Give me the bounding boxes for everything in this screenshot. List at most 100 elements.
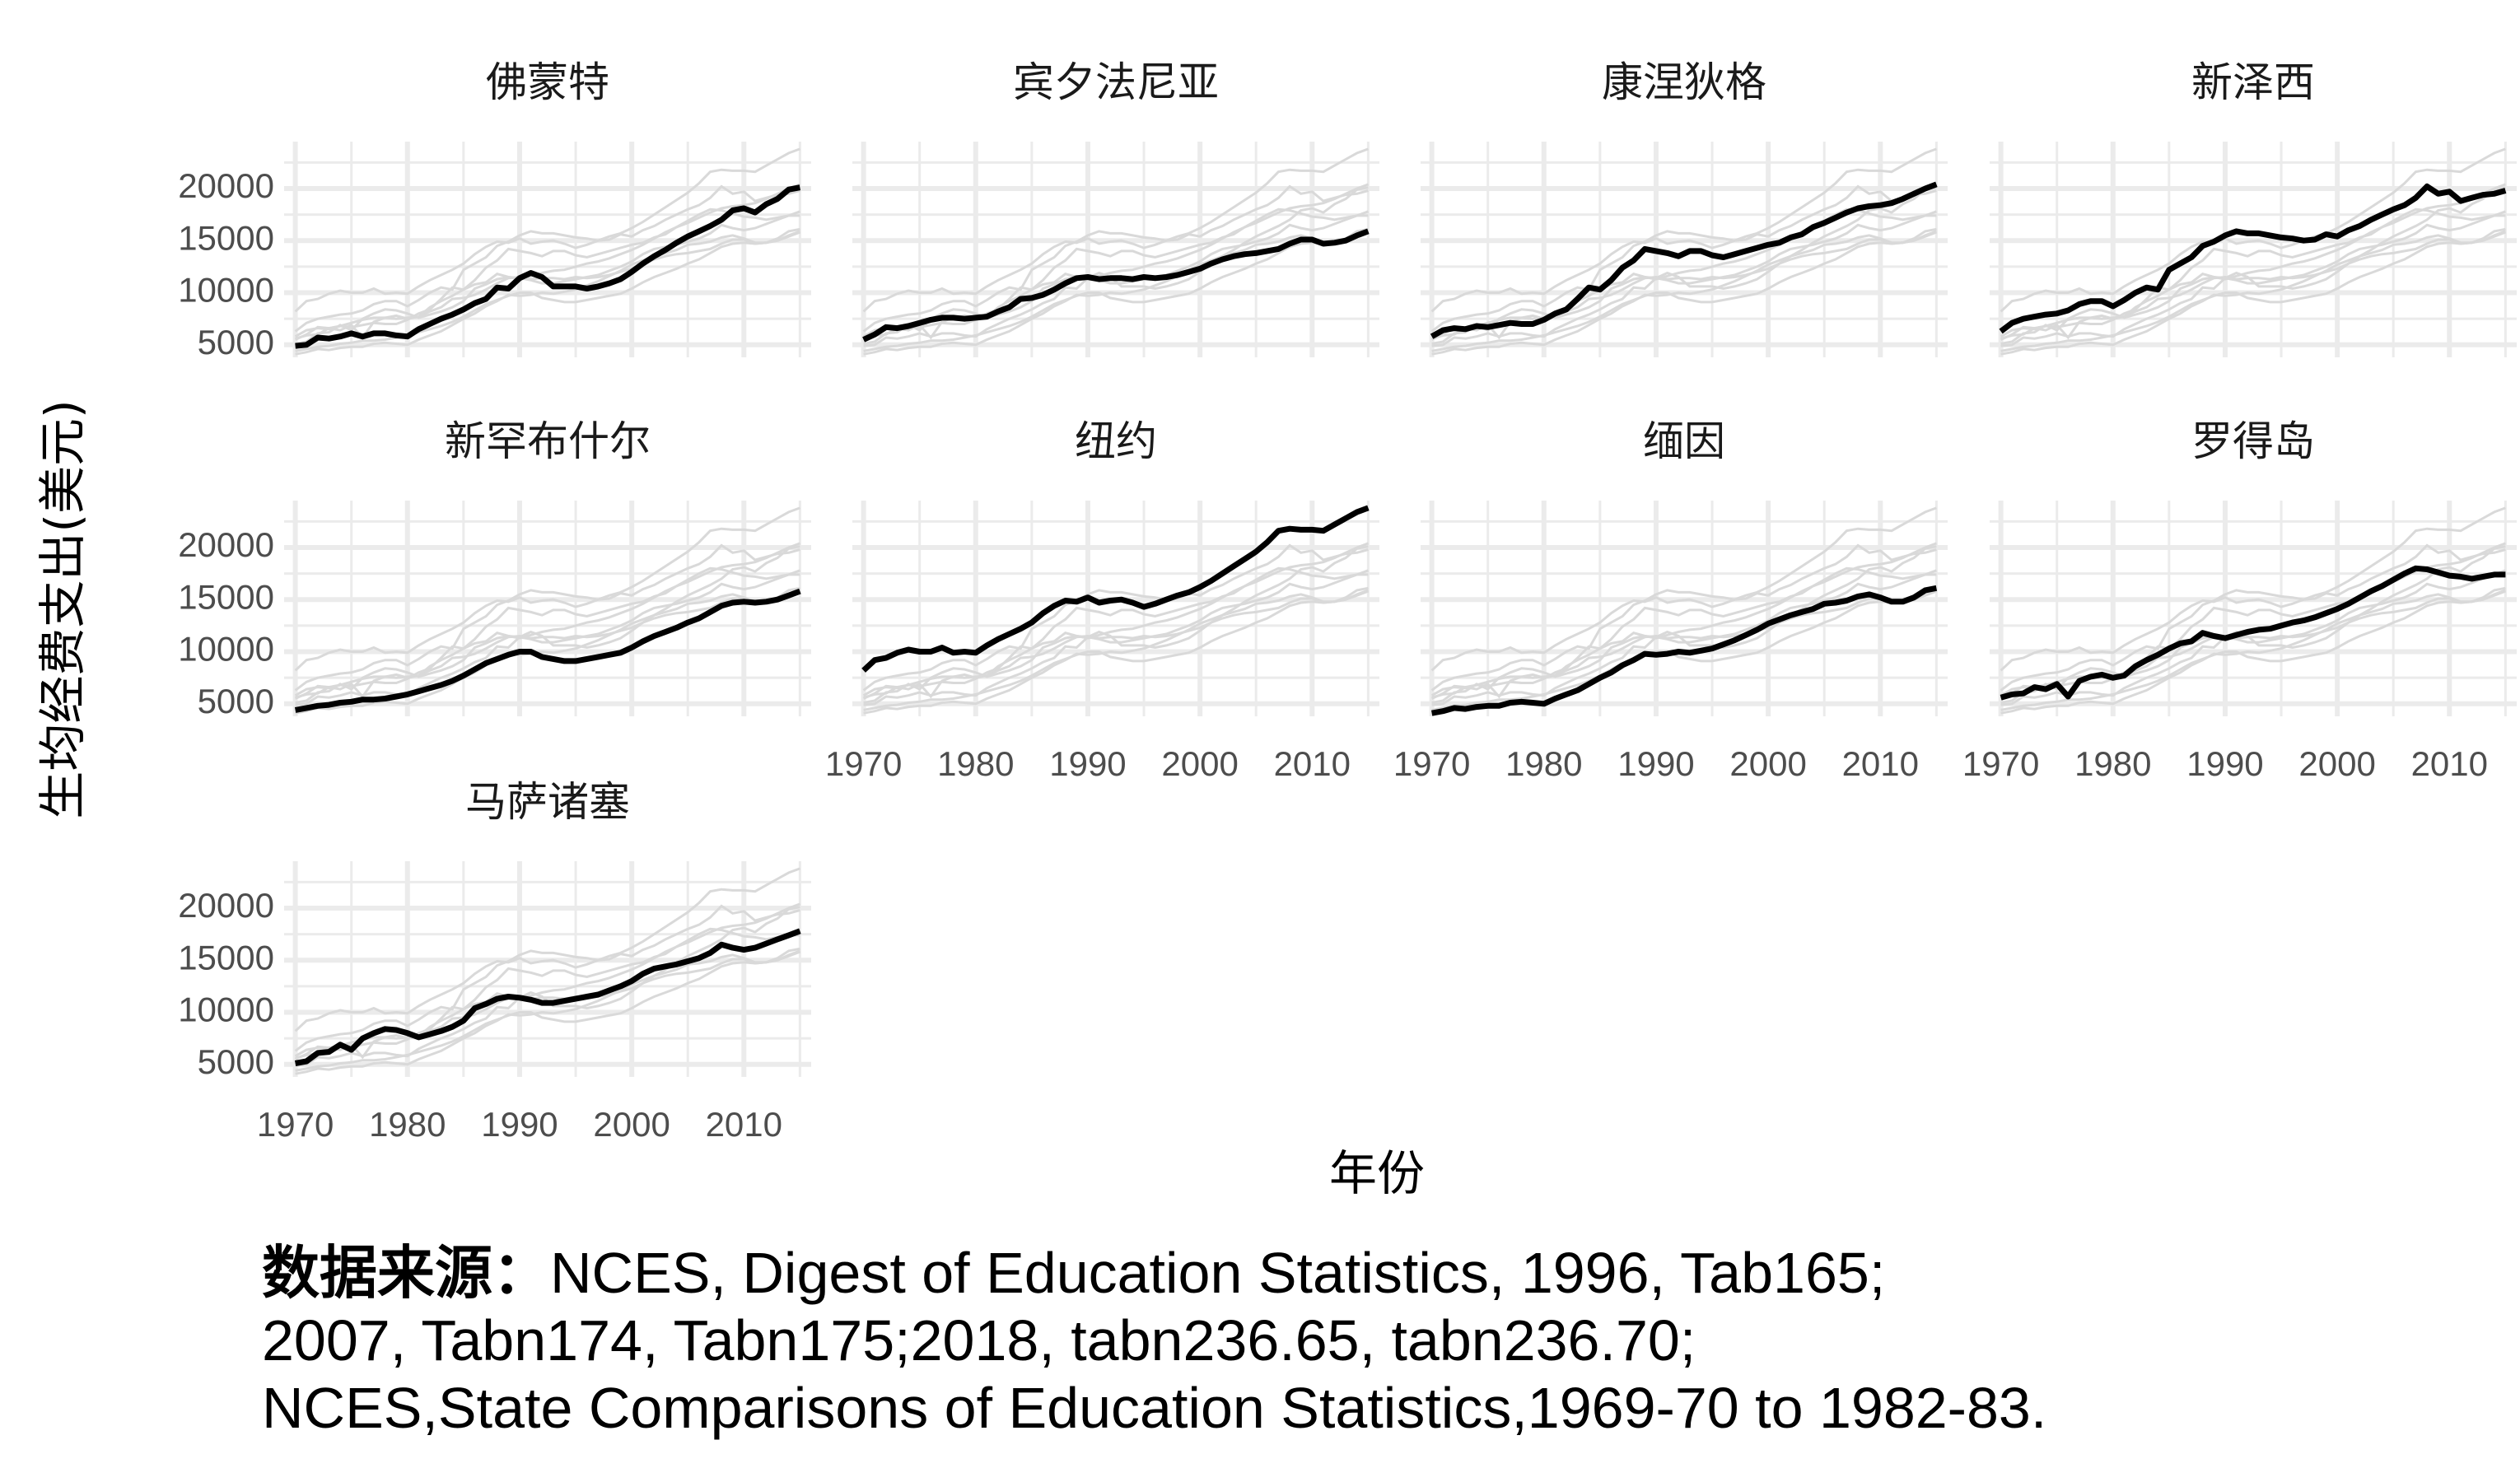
caption-line-3: NCES,State Comparisons of Education Stat… bbox=[262, 1376, 2047, 1440]
background-series-line bbox=[294, 184, 800, 333]
background-series-line bbox=[1431, 569, 1937, 704]
y-tick-label: 5000 bbox=[198, 682, 274, 720]
background-series-line bbox=[2000, 227, 2506, 356]
background-series-line bbox=[863, 566, 1369, 699]
y-tick-label: 15000 bbox=[178, 938, 274, 976]
x-tick-label: 2010 bbox=[1842, 744, 1919, 783]
background-series-line bbox=[2000, 186, 2506, 347]
background-series-line bbox=[2000, 506, 2506, 672]
highlight-series-line bbox=[1430, 181, 1938, 339]
highlight-series-line bbox=[862, 228, 1370, 343]
x-tick-label: 1990 bbox=[481, 1105, 558, 1144]
background-series-line bbox=[863, 186, 1369, 347]
background-series-line bbox=[2000, 231, 2506, 352]
x-tick-label: 2000 bbox=[1161, 744, 1238, 783]
background-series-line bbox=[1430, 543, 1937, 692]
background-series-line bbox=[295, 586, 800, 715]
background-series-line bbox=[295, 231, 800, 352]
facet-title: 新泽西 bbox=[2191, 58, 2315, 106]
background-series-line bbox=[1431, 566, 1937, 699]
background-series-line bbox=[295, 545, 800, 706]
background-series-line bbox=[863, 210, 1369, 345]
highlight-series-line bbox=[294, 928, 801, 1066]
background-series-line bbox=[2000, 543, 2506, 692]
facet-panel: 纽约 1970 1980 1990 2000 2010 bbox=[825, 417, 1379, 783]
facet-panel: 新罕布什尔 5000 10000 15000 20000 bbox=[178, 417, 811, 720]
y-tick-label: 10000 bbox=[178, 271, 274, 310]
highlight-series-line bbox=[294, 588, 801, 713]
background-series-line bbox=[863, 227, 1369, 356]
caption-label: 数据来源： bbox=[262, 1241, 550, 1305]
background-series-line bbox=[295, 227, 800, 356]
background-series-line bbox=[863, 590, 1369, 711]
x-axis-title: 年份 bbox=[1329, 1145, 1425, 1201]
background-series-line bbox=[295, 207, 800, 340]
background-series-line bbox=[1430, 184, 1937, 333]
facet-panel: 佛蒙特 5000 10000 15000 20000 bbox=[178, 58, 811, 361]
facet-title: 新罕布什尔 bbox=[445, 417, 651, 465]
background-series-line bbox=[1431, 186, 1937, 347]
facet-panel: 罗得岛 1970 1980 1990 2000 2010 bbox=[1962, 417, 2517, 783]
background-series-line bbox=[862, 589, 1369, 700]
y-tick-label: 20000 bbox=[178, 166, 274, 205]
facet-panel: 缅因 1970 1980 1990 2000 2010 bbox=[1393, 417, 1948, 783]
background-series-line bbox=[295, 927, 800, 1060]
background-series-line bbox=[295, 947, 800, 1075]
background-series-line bbox=[863, 231, 1369, 352]
x-tick-label: 1990 bbox=[2186, 744, 2263, 783]
background-series-line bbox=[1431, 210, 1937, 345]
background-series-line bbox=[1430, 589, 1937, 700]
highlight-series-line bbox=[1430, 585, 1938, 716]
x-tick-label: 2000 bbox=[1729, 744, 1806, 783]
x-tick-label: 2010 bbox=[2411, 744, 2488, 783]
x-tick-label: 1990 bbox=[1049, 744, 1126, 783]
background-series-line bbox=[863, 586, 1369, 715]
background-series-line bbox=[2000, 207, 2506, 340]
y-tick-label: 10000 bbox=[178, 990, 274, 1029]
background-series-line bbox=[2000, 210, 2506, 345]
facet-panel: 新泽西 bbox=[1990, 58, 2517, 357]
data-source-caption: 数据来源：NCES, Digest of Education Statistic… bbox=[262, 1239, 2046, 1442]
y-tick-label: 20000 bbox=[178, 886, 274, 925]
facet-title: 缅因 bbox=[1643, 417, 1725, 465]
background-series-line bbox=[294, 147, 800, 313]
faceted-line-chart: 生均经费支出(美元) 年份 佛蒙特 5000 10000 15000 20000 宾夕法尼… bbox=[35, 58, 2517, 1201]
background-series-line bbox=[295, 950, 800, 1072]
background-series-line bbox=[1430, 147, 1937, 313]
facet-panel: 康涅狄格 bbox=[1421, 58, 1948, 357]
x-tick-label: 2010 bbox=[1274, 744, 1351, 783]
x-tick-label: 1980 bbox=[1505, 744, 1582, 783]
y-axis-title: 生均经费支出(美元) bbox=[35, 399, 91, 818]
x-tick-label: 1970 bbox=[257, 1105, 334, 1144]
x-tick-label: 1980 bbox=[369, 1105, 446, 1144]
background-series-line bbox=[294, 589, 800, 700]
facet-title: 马萨诸塞 bbox=[465, 778, 630, 826]
background-series-line bbox=[2000, 586, 2506, 715]
x-tick-label: 1980 bbox=[937, 744, 1014, 783]
background-series-line bbox=[862, 543, 1369, 692]
y-tick-label: 15000 bbox=[178, 218, 274, 257]
facet-panel: 马萨诸塞 5000 10000 15000 20000 1970 1980 1990 2000 2… bbox=[178, 778, 811, 1144]
y-tick-label: 5000 bbox=[198, 1042, 274, 1081]
highlight-series-line bbox=[295, 184, 801, 349]
background-series-line bbox=[294, 949, 800, 1060]
background-series-line bbox=[294, 543, 800, 692]
highlight-series-line bbox=[1999, 183, 2507, 334]
x-tick-label: 1970 bbox=[1962, 744, 2039, 783]
x-tick-label: 2010 bbox=[706, 1105, 782, 1144]
highlight-series-line bbox=[861, 505, 1370, 673]
caption-line-2: 2007, Tabn174, Tabn175;2018, tabn236.65,… bbox=[262, 1308, 1696, 1372]
background-series-line bbox=[863, 545, 1369, 706]
background-series-line bbox=[1431, 227, 1937, 356]
background-series-line bbox=[2000, 230, 2506, 341]
background-series-line bbox=[863, 569, 1369, 704]
x-tick-label: 2000 bbox=[2298, 744, 2375, 783]
facet-title: 罗得岛 bbox=[2191, 417, 2315, 465]
highlight-series-line bbox=[2000, 565, 2506, 701]
background-series-line bbox=[294, 867, 800, 1032]
background-series-line bbox=[295, 569, 800, 704]
y-tick-label: 5000 bbox=[198, 323, 274, 361]
facet-panel: 宾夕法尼亚 bbox=[852, 58, 1379, 357]
background-series-line bbox=[1431, 231, 1937, 352]
